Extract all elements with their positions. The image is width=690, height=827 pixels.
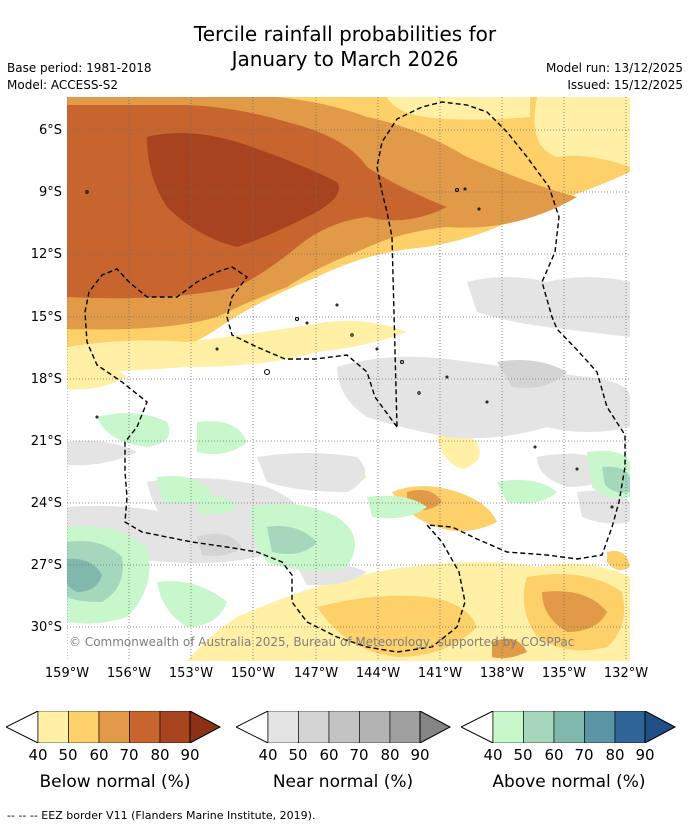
swatch: [328, 711, 360, 743]
colorbar-below-caption: Below normal (%): [39, 772, 191, 792]
over-arrow: [189, 711, 222, 743]
lon-label: 135°W: [541, 666, 587, 681]
swatch: [37, 711, 69, 743]
tick-label: 50: [513, 746, 533, 764]
eez-legend: -- -- -- EEZ border V11 (Flanders Marine…: [7, 809, 316, 822]
tick-label: 80: [380, 746, 400, 764]
map-title: Tercile rainfall probabilities for Janua…: [0, 22, 690, 72]
swatch: [98, 711, 130, 743]
swatch: [159, 711, 191, 743]
tick-label: 70: [574, 746, 594, 764]
swatch: [129, 711, 161, 743]
swatch: [523, 711, 555, 743]
lon-label: 159°W: [44, 666, 90, 681]
lon-label: 156°W: [106, 666, 152, 681]
map-panel: © Commonwealth of Australia 2025, Bureau…: [67, 97, 630, 661]
tick-label: 90: [410, 746, 430, 764]
model-run: Model run: 13/12/2025: [545, 61, 683, 75]
lat-label: 27°S: [30, 558, 62, 573]
lon-label: 144°W: [355, 666, 401, 681]
under-arrow: [236, 711, 269, 743]
lon-label: 141°W: [417, 666, 463, 681]
tick-label: 90: [635, 746, 655, 764]
tick-label: 70: [119, 746, 139, 764]
lat-label: 12°S: [30, 247, 62, 262]
copyright-credit: © Commonwealth of Australia 2025, Bureau…: [69, 635, 574, 649]
tick-label: 80: [605, 746, 625, 764]
lat-label: 18°S: [30, 372, 62, 387]
model-name: Model: ACCESS-S2: [7, 78, 119, 92]
under-arrow: [461, 711, 494, 743]
colorbar-above-swatches: [461, 711, 677, 743]
tick-label: 40: [258, 746, 278, 764]
tick-label: 60: [319, 746, 339, 764]
lat-label: 9°S: [38, 185, 62, 200]
eez-border: [84, 101, 626, 653]
gridlines: [67, 97, 630, 661]
lat-label: 6°S: [38, 123, 62, 138]
lat-label: 30°S: [30, 620, 62, 635]
colorbar-below-swatches: [6, 711, 222, 743]
tick-label: 50: [288, 746, 308, 764]
swatch: [389, 711, 421, 743]
model-info: Base period: 1981-2018 Model: ACCESS-S2: [7, 60, 152, 94]
tick-label: 80: [150, 746, 170, 764]
title-line-2: January to March 2026: [231, 47, 459, 71]
base-period: Base period: 1981-2018: [7, 61, 152, 75]
under-arrow: [6, 711, 39, 743]
lat-label: 24°S: [30, 496, 62, 511]
swatch: [492, 711, 524, 743]
islands: [85, 187, 614, 509]
swatch: [359, 711, 391, 743]
lon-label: 132°W: [603, 666, 649, 681]
run-info: Model run: 13/12/2025 Issued: 15/12/2025: [546, 60, 683, 94]
over-arrow: [419, 711, 452, 743]
swatch: [267, 711, 299, 743]
lon-label: 138°W: [479, 666, 525, 681]
tick-label: 40: [28, 746, 48, 764]
colorbar-above-caption: Above normal (%): [492, 772, 646, 792]
swatch: [584, 711, 616, 743]
colorbar-near-caption: Near normal (%): [272, 772, 414, 792]
swatch: [68, 711, 100, 743]
lon-label: 147°W: [293, 666, 339, 681]
tick-label: 60: [89, 746, 109, 764]
near-normal-field: [67, 277, 630, 586]
issued-date: Issued: 15/12/2025: [567, 78, 683, 92]
tick-label: 60: [544, 746, 564, 764]
tick-label: 50: [58, 746, 78, 764]
swatch: [553, 711, 585, 743]
lon-label: 153°W: [168, 666, 214, 681]
tick-label: 40: [483, 746, 503, 764]
colorbar-near-swatches: [236, 711, 452, 743]
lon-label: 150°W: [230, 666, 276, 681]
swatch: [298, 711, 330, 743]
below-normal-field: [67, 97, 630, 661]
swatch: [614, 711, 646, 743]
tick-label: 70: [349, 746, 369, 764]
over-arrow: [644, 711, 677, 743]
title-line-1: Tercile rainfall probabilities for: [193, 22, 497, 46]
lat-label: 15°S: [30, 310, 62, 325]
lat-label: 21°S: [30, 434, 62, 449]
tick-label: 90: [180, 746, 200, 764]
